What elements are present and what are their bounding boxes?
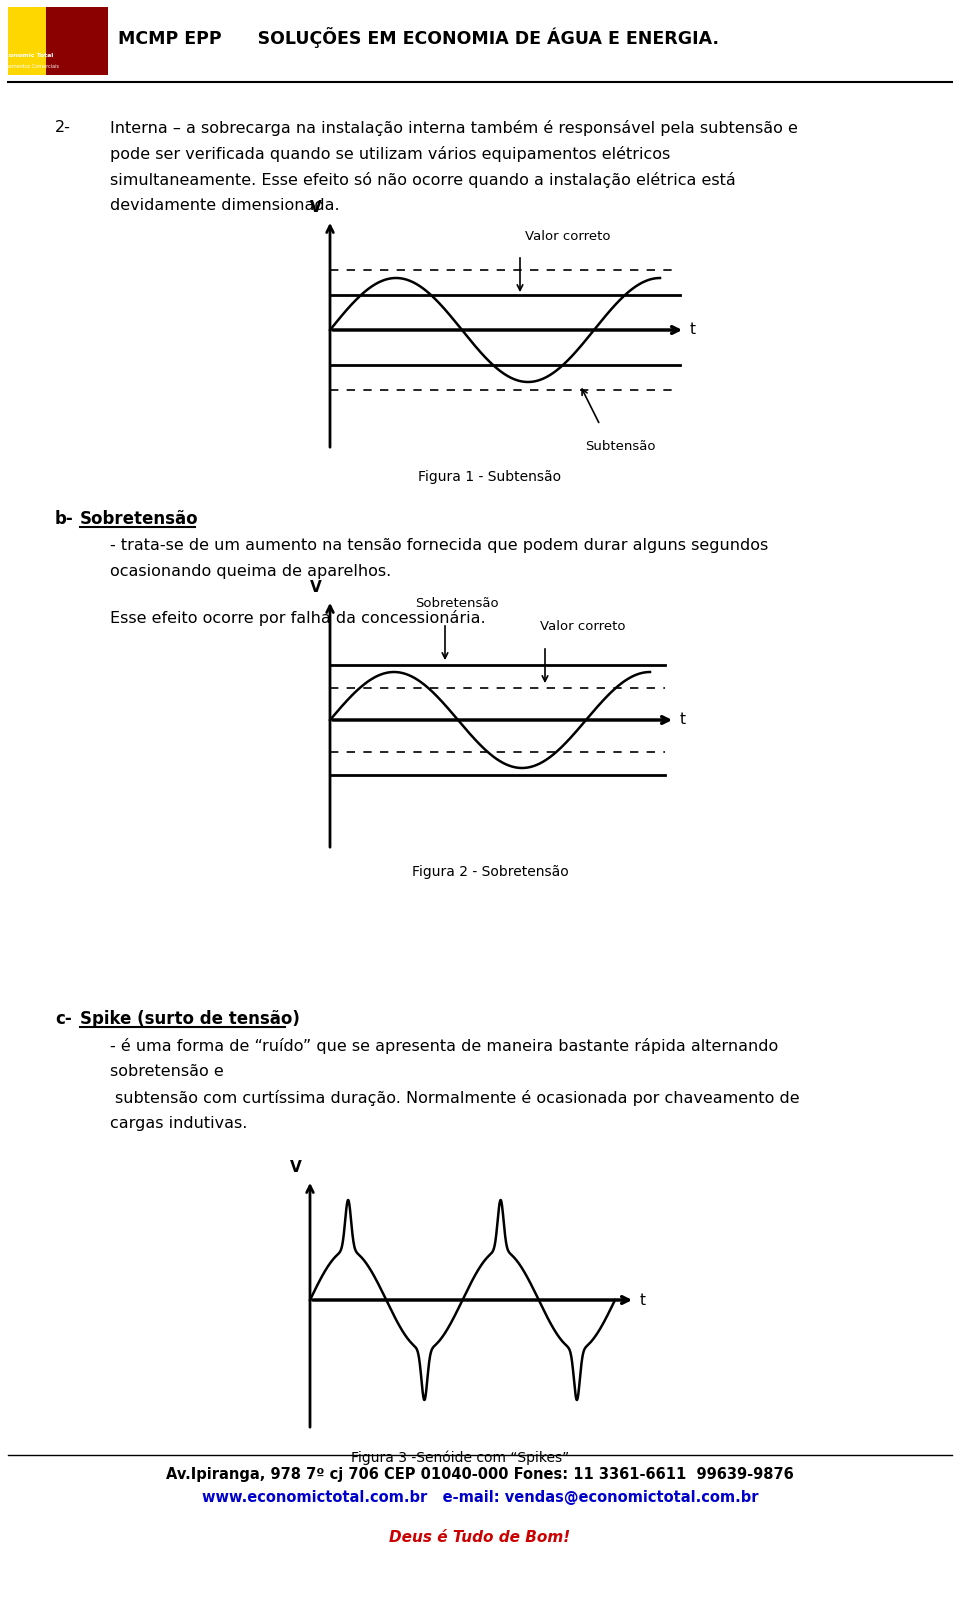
Text: 2-: 2- [55,121,71,135]
Text: - é uma forma de “ruído” que se apresenta de maneira bastante rápida alternando: - é uma forma de “ruído” que se apresent… [110,1038,779,1055]
Bar [8,6,46,76]
Text: - trata-se de um aumento na tensão fornecida que podem durar alguns segundos: - trata-se de um aumento na tensão forne… [110,538,768,552]
Text: Figura 1 - Subtensão: Figura 1 - Subtensão [419,470,562,485]
Text: Figura 2 - Sobretensão: Figura 2 - Sobretensão [412,865,568,879]
Text: Interna – a sobrecarga na instalação interna também é responsável pela subtensão: Interna – a sobrecarga na instalação int… [110,121,798,135]
Text: sobretensão e: sobretensão e [110,1064,224,1079]
Text: Figura 3 -Senóide com “Spikes”: Figura 3 -Senóide com “Spikes” [350,1451,569,1465]
Bar [8,6,108,76]
Text: devidamente dimensionada.: devidamente dimensionada. [110,198,340,213]
Text: Valor correto: Valor correto [540,620,626,633]
Text: Valor correto: Valor correto [525,230,611,243]
Text: ocasionando queima de aparelhos.: ocasionando queima de aparelhos. [110,564,392,580]
Text: c-: c- [55,1009,72,1029]
Text: V: V [310,200,322,216]
Text: cargas indutivas.: cargas indutivas. [110,1116,248,1130]
Text: t: t [640,1293,646,1307]
Text: Esse efeito ocorre por falha da concessionária.: Esse efeito ocorre por falha da concessi… [110,610,486,626]
Text: Av.Ipiranga, 978 7º cj 706 CEP 01040-000 Fones: 11 3361-6611  99639-9876: Av.Ipiranga, 978 7º cj 706 CEP 01040-000… [166,1467,794,1481]
Text: Spike (surto de tensão): Spike (surto de tensão) [80,1009,300,1029]
Text: Subtensão: Subtensão [585,440,656,452]
Text: Economic Total: Economic Total [1,53,53,58]
Text: MCMP EPP      SOLUÇÕES EM ECONOMIA DE ÁGUA E ENERGIA.: MCMP EPP SOLUÇÕES EM ECONOMIA DE ÁGUA E … [118,27,719,48]
Text: V: V [290,1159,302,1175]
Text: t: t [680,713,686,728]
Text: Equipamentos Comerciais: Equipamentos Comerciais [0,64,59,69]
Text: subtensão com curtíssima duração. Normalmente é ocasionada por chaveamento de: subtensão com curtíssima duração. Normal… [115,1090,800,1106]
Text: simultaneamente. Esse efeito só não ocorre quando a instalação elétrica está: simultaneamente. Esse efeito só não ocor… [110,172,735,188]
Text: Sobretensão: Sobretensão [80,510,199,528]
Text: b-: b- [55,510,74,528]
Text: V: V [310,580,322,596]
Text: www.economictotal.com.br   e-mail: vendas@economictotal.com.br: www.economictotal.com.br e-mail: vendas@… [202,1489,758,1505]
Text: pode ser verificada quando se utilizam vários equipamentos elétricos: pode ser verificada quando se utilizam v… [110,147,670,163]
Text: Sobretensão: Sobretensão [415,597,498,610]
Text: Deus é Tudo de Bom!: Deus é Tudo de Bom! [390,1530,570,1546]
Text: EJ: EJ [12,27,41,55]
Text: t: t [690,322,696,338]
